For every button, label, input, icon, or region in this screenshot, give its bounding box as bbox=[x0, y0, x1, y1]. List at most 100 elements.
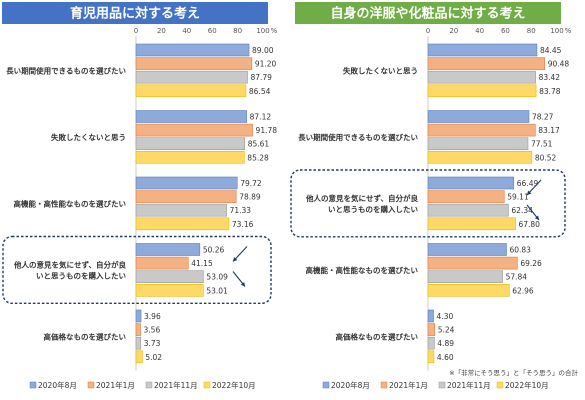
bar bbox=[427, 190, 505, 203]
data-label: 4.30 bbox=[437, 312, 454, 321]
bar bbox=[135, 350, 143, 364]
bar bbox=[427, 137, 529, 150]
x-axis-unit: % bbox=[271, 27, 278, 35]
bar bbox=[135, 256, 189, 270]
data-label: 41.15 bbox=[191, 259, 213, 268]
bar bbox=[135, 123, 253, 137]
data-label: 3.73 bbox=[144, 339, 161, 348]
x-tick-label: 40 bbox=[475, 27, 484, 35]
x-tick-label: 100 bbox=[256, 27, 269, 35]
legend-swatch bbox=[496, 381, 504, 389]
x-tick-label: 60 bbox=[208, 27, 217, 35]
data-label: 5.24 bbox=[438, 326, 455, 335]
bar bbox=[135, 110, 247, 123]
category-label: 高価格なものを選びたい bbox=[336, 331, 419, 341]
bar bbox=[427, 283, 510, 297]
bar bbox=[135, 283, 204, 297]
bar bbox=[427, 123, 536, 137]
data-label: 87.79 bbox=[250, 73, 272, 82]
bar bbox=[135, 43, 250, 57]
data-label: 53.01 bbox=[206, 286, 228, 295]
x-tick-label: 0 bbox=[426, 27, 430, 35]
data-label: 69.26 bbox=[520, 259, 542, 268]
data-label: 73.16 bbox=[232, 220, 254, 229]
x-tick-label: 60 bbox=[501, 27, 510, 35]
footnote: ※「非常にそう思う」と「そう思う」の合計 bbox=[449, 368, 578, 377]
data-label: 91.78 bbox=[256, 126, 278, 135]
data-label: 85.28 bbox=[247, 153, 269, 162]
category-label: 長い期間使用できるものを選びたい bbox=[298, 132, 418, 142]
data-label: 80.52 bbox=[535, 153, 557, 162]
bar bbox=[427, 336, 435, 350]
legend-label: 2022年10月 bbox=[505, 380, 549, 390]
data-label: 59.11 bbox=[507, 193, 529, 202]
data-label: 62.96 bbox=[512, 286, 534, 295]
data-label: 89.00 bbox=[252, 46, 274, 55]
legend-label: 2020年8月 bbox=[38, 380, 77, 390]
data-label: 67.80 bbox=[518, 220, 540, 229]
data-label: 85.61 bbox=[248, 140, 270, 149]
legend-swatch bbox=[380, 381, 388, 389]
category-label: 失敗したくないと思う bbox=[343, 65, 418, 75]
chart-panel-2: 自身の洋服や化粧品に対する考え 0 20 40 60 80 100 % 失敗したくないと思う 84… bbox=[290, 2, 572, 390]
data-label: 50.26 bbox=[203, 246, 225, 255]
bar bbox=[135, 57, 253, 70]
bar bbox=[135, 84, 247, 98]
bar bbox=[427, 243, 507, 256]
legend-label: 2020年8月 bbox=[331, 380, 370, 390]
data-label: 66.49 bbox=[517, 179, 539, 188]
data-label: 91.20 bbox=[255, 60, 277, 69]
data-label: 83.78 bbox=[539, 87, 561, 96]
bar bbox=[427, 43, 538, 57]
chart-title: 育児用品に対する考え bbox=[70, 6, 200, 22]
data-label: 90.48 bbox=[548, 60, 570, 69]
category-label: 長い期間使用できるものを選びたい bbox=[6, 65, 126, 75]
bar bbox=[135, 203, 227, 217]
data-label: 78.89 bbox=[239, 193, 261, 202]
legend-label: 2021年1月 bbox=[96, 380, 135, 390]
bar bbox=[427, 350, 435, 364]
data-label: 62.34 bbox=[511, 206, 533, 215]
data-label: 83.42 bbox=[539, 73, 561, 82]
bar bbox=[427, 203, 509, 217]
highlight-box bbox=[2, 235, 272, 305]
data-label: 5.02 bbox=[145, 353, 162, 362]
bar bbox=[427, 176, 515, 190]
bar bbox=[135, 217, 230, 231]
x-tick-label: 80 bbox=[233, 27, 242, 35]
data-label: 83.17 bbox=[538, 126, 560, 135]
bar bbox=[427, 84, 537, 98]
category-label: 高機能・高性能なものを選びたい bbox=[14, 198, 127, 208]
bar bbox=[135, 137, 246, 150]
data-label: 71.33 bbox=[230, 206, 252, 215]
data-label: 53.09 bbox=[206, 273, 228, 282]
data-label: 84.45 bbox=[540, 46, 562, 55]
bar bbox=[135, 190, 237, 203]
legend-swatch bbox=[322, 381, 330, 389]
legend-label: 2022年10月 bbox=[212, 380, 256, 390]
x-axis-unit: % bbox=[565, 27, 572, 35]
trend-arrow-head bbox=[534, 215, 539, 220]
chart-title-bar bbox=[2, 2, 268, 24]
x-tick-label: 0 bbox=[134, 27, 138, 35]
bar bbox=[427, 323, 436, 336]
legend-swatch bbox=[145, 381, 153, 389]
category-label: 他人の意見を気にせず、自分が良いと思うものを購入したい bbox=[13, 259, 126, 280]
bar bbox=[427, 151, 533, 164]
bar bbox=[135, 270, 204, 284]
data-label: 57.84 bbox=[506, 273, 528, 282]
legend-label: 2021年11月 bbox=[154, 380, 198, 390]
x-tick-label: 40 bbox=[182, 27, 191, 35]
legend-swatch bbox=[29, 381, 37, 389]
bar bbox=[135, 176, 238, 190]
legend-label: 2021年11月 bbox=[447, 380, 491, 390]
highlight-box bbox=[290, 169, 566, 238]
x-tick-label: 80 bbox=[527, 27, 536, 35]
category-label: 失敗したくないと思う bbox=[51, 132, 126, 142]
data-label: 86.54 bbox=[249, 87, 271, 96]
chart-title: 自身の洋服や化粧品に対する考え bbox=[330, 6, 525, 22]
bar bbox=[135, 336, 142, 350]
bar bbox=[135, 243, 201, 256]
x-tick-label: 20 bbox=[449, 27, 458, 35]
